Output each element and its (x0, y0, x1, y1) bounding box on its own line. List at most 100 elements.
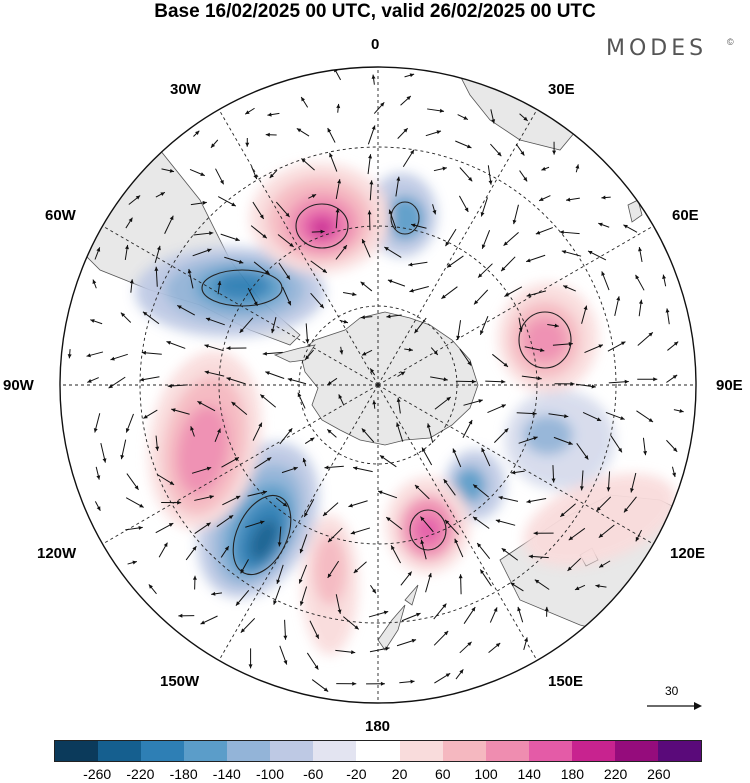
wind-arrow (128, 195, 141, 205)
wind-arrow (197, 400, 216, 412)
wind-arrow (120, 439, 127, 460)
wind-arrow (342, 616, 360, 630)
wind-arrow (408, 261, 428, 267)
contour-low-1 (232, 494, 292, 576)
madagascar (627, 199, 643, 223)
wind-arrow (205, 317, 225, 326)
wind-arrow (541, 166, 550, 171)
wind-arrow (161, 168, 175, 173)
wind-arrow (126, 473, 139, 491)
contour-high-2 (518, 311, 572, 369)
colorbar-segment (98, 741, 142, 761)
wind-arrow (335, 179, 342, 199)
new-zealand (377, 584, 419, 651)
wind-arrow (492, 353, 509, 368)
wind-arrow (262, 351, 283, 356)
wind-arrow (178, 613, 195, 618)
wind-arrow (459, 641, 472, 654)
wind-arrow (327, 127, 336, 143)
wind-arrow (574, 584, 586, 591)
wind-arrow (598, 222, 610, 228)
wind-arrow (155, 522, 174, 534)
wind-arrow (500, 256, 516, 272)
contour-high-3 (409, 509, 447, 551)
wind-arrow (298, 564, 308, 584)
wind-arrow (240, 617, 256, 633)
wind-arrow (396, 422, 404, 442)
wind-arrow (226, 346, 247, 351)
wind-arrow (526, 290, 547, 298)
wind-arrow (279, 645, 288, 665)
wind-arrow (526, 254, 546, 263)
wind-arrow (638, 246, 643, 263)
wind-arrow (129, 279, 134, 293)
wind-arrow (477, 263, 493, 278)
anomaly-high-2 (148, 350, 262, 530)
wind-arrow (171, 408, 190, 415)
colorbar-segment (55, 741, 99, 761)
wind-arrow (559, 230, 580, 235)
wind-arrow (245, 520, 265, 528)
colorbar-segment (442, 741, 486, 761)
wind-arrow (430, 376, 448, 382)
wind-arrow (410, 223, 427, 229)
wind-arrow (303, 499, 315, 518)
wind-arrow (463, 606, 476, 624)
wind-arrow (177, 304, 196, 316)
wind-arrow (395, 176, 401, 197)
wind-arrow (158, 542, 168, 558)
wind-arrow (193, 231, 214, 236)
wind-arrow (642, 437, 648, 456)
wind-arrow (397, 127, 409, 139)
wind-arrow (432, 204, 437, 215)
africa (451, 67, 586, 151)
meridian-line (377, 384, 654, 545)
wind-arrow (353, 561, 367, 574)
wind-arrow (267, 112, 280, 117)
wind-arrow (370, 584, 377, 594)
wind-arrow (296, 128, 310, 137)
wind-arrow (458, 574, 463, 595)
wind-arrow (244, 107, 255, 115)
wind-arrow (281, 466, 298, 474)
wind-arrow (94, 501, 101, 511)
wind-arrow (481, 229, 491, 249)
wind-arrow (487, 165, 493, 185)
wind-arrow (189, 168, 205, 177)
wind-arrow (518, 317, 523, 332)
label-lon-150w: 150W (160, 673, 200, 690)
wind-arrow (526, 497, 547, 504)
wind-arrow (306, 652, 319, 670)
colorbar-tick: -100 (255, 766, 285, 782)
wind-arrow (100, 443, 107, 463)
wind-arrow (517, 606, 524, 623)
wind-arrow (598, 524, 615, 539)
wind-arrow (488, 642, 501, 654)
wind-arrow (519, 113, 529, 122)
wind-arrow (601, 271, 610, 291)
label-lon-150e: 150E (548, 673, 584, 690)
wind-arrow (141, 350, 162, 355)
reference-vector-label: 30 (665, 684, 679, 698)
wind-arrow (434, 672, 451, 684)
wind-arrow (161, 500, 182, 505)
wind-arrow (576, 442, 589, 460)
wind-arrow (275, 497, 288, 507)
wind-arrow (473, 289, 489, 305)
wind-arrow (308, 193, 317, 199)
wind-arrow (667, 341, 679, 351)
anomaly-high-5 (302, 515, 358, 655)
wind-arrow (510, 582, 524, 592)
wind-arrow (125, 497, 144, 508)
wind-arrow (504, 286, 523, 297)
wind-arrow (608, 379, 629, 384)
wind-arrow (192, 575, 197, 590)
wind-arrow (524, 346, 545, 353)
wind-arrow (548, 413, 569, 419)
wind-arrow (433, 603, 447, 620)
wind-arrow (562, 285, 576, 292)
wind-arrow (400, 95, 412, 106)
wind-arrow (335, 244, 348, 260)
wind-arrow (516, 411, 537, 416)
wind-arrow (277, 526, 282, 547)
